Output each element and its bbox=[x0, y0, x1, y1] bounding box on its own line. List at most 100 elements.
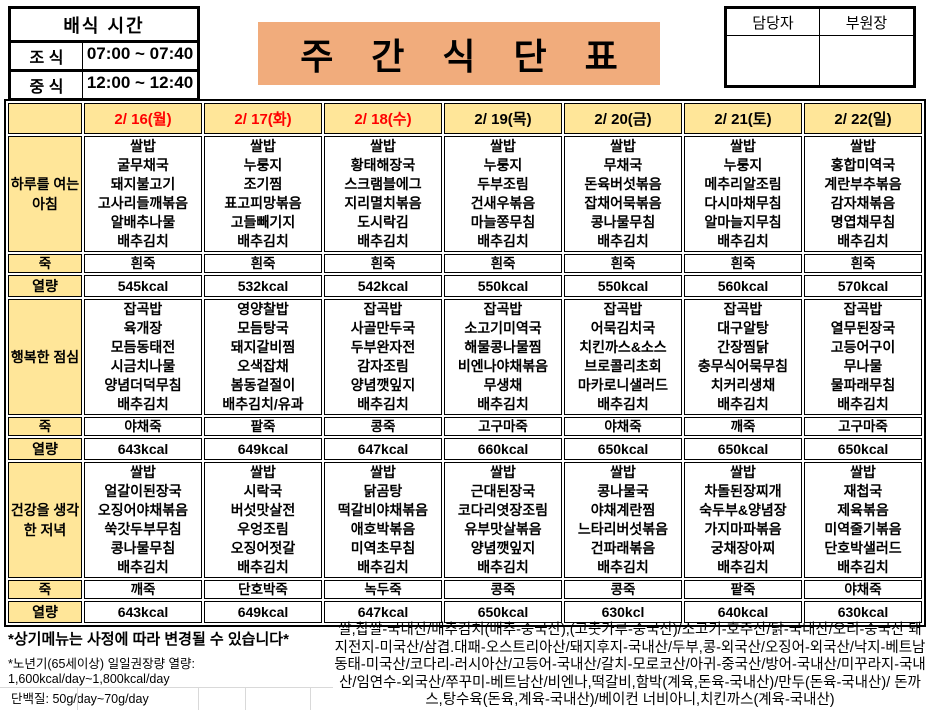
lunch-menu: 영양찰밥 모듬탕국 돼지갈비찜 오색잡채 봄동겉절이 배추김치/유과 bbox=[204, 299, 322, 415]
breakfast-menu: 쌀밥 누룽지 두부조림 건새우볶음 마늘쫑무침 배추김치 bbox=[444, 136, 562, 252]
breakfast-kcal: 560kcal bbox=[684, 275, 802, 297]
dinner-porridge: 녹두죽 bbox=[324, 580, 442, 599]
lunch-kcal: 650kcal bbox=[684, 438, 802, 460]
lunch-kcal: 650kcal bbox=[804, 438, 922, 460]
lunch-porridge: 콩죽 bbox=[324, 417, 442, 436]
meal-time-row-lunch: 중 식 12:00 ~ 12:40 bbox=[11, 72, 197, 101]
dinner-porridge: 콩죽 bbox=[444, 580, 562, 599]
page-title: 주 간 식 단 표 bbox=[258, 22, 660, 85]
breakfast-porridge: 흰죽 bbox=[684, 254, 802, 273]
meal-time-label: 조 식 bbox=[11, 43, 83, 69]
dinner-porridge: 콩죽 bbox=[564, 580, 682, 599]
dinner-menu: 쌀밥 얼갈이된장국 오징어야채볶음 쑥갓두부무침 콩나물무침 배추김치 bbox=[84, 462, 202, 578]
date-header-row: 2/ 16(월) 2/ 17(화) 2/ 18(수) 2/ 19(목) 2/ 2… bbox=[8, 103, 922, 134]
day-header-mon: 2/ 16(월) bbox=[84, 103, 202, 134]
weekly-menu-table: 2/ 16(월) 2/ 17(화) 2/ 18(수) 2/ 19(목) 2/ 2… bbox=[4, 99, 926, 627]
dinner-porridge-row: 죽 깨죽 단호박죽 녹두죽 콩죽 콩죽 팥죽 야채죽 bbox=[8, 580, 922, 599]
footnote-daily-kcal: *노년기(65세이상) 일일권장량 열량: 1,600kcal/day~1,80… bbox=[8, 657, 196, 686]
dinner-kcal: 630kcl bbox=[564, 601, 682, 623]
breakfast-menu: 쌀밥 누룽지 메추리알조림 다시마채무침 알마늘지무침 배추김치 bbox=[684, 136, 802, 252]
day-header-sat: 2/ 21(토) bbox=[684, 103, 802, 134]
breakfast-menu: 쌀밥 홍합미역국 계란부추볶음 감자채볶음 명엽채무침 배추김치 bbox=[804, 136, 922, 252]
dinner-kcal: 650kcal bbox=[444, 601, 562, 623]
lunch-kcal: 643kcal bbox=[84, 438, 202, 460]
breakfast-menu: 쌀밥 황태해장국 스크램블에그 지리멸치볶음 도시락김 배추김치 bbox=[324, 136, 442, 252]
breakfast-menu-row: 하루를 여는 아침 쌀밥 굴무채국 돼지불고기 고사리들깨볶음 알배추나물 배추… bbox=[8, 136, 922, 252]
breakfast-porridge: 흰죽 bbox=[804, 254, 922, 273]
row-label-kcal: 열량 bbox=[8, 438, 82, 460]
approval-signature-cell bbox=[820, 36, 913, 85]
breakfast-porridge: 흰죽 bbox=[84, 254, 202, 273]
row-label-lunch: 행복한 점심 bbox=[8, 299, 82, 415]
dinner-menu: 쌀밥 콩나물국 야채계란찜 느타리버섯볶음 건파래볶음 배추김치 bbox=[564, 462, 682, 578]
dinner-porridge: 단호박죽 bbox=[204, 580, 322, 599]
dinner-menu: 쌀밥 시락국 버섯맛살전 우엉조림 오징어젓갈 배추김치 bbox=[204, 462, 322, 578]
meal-times-title: 배식 시간 bbox=[11, 9, 197, 43]
dinner-kcal: 649kcal bbox=[204, 601, 322, 623]
approval-header-deputy: 부원장 bbox=[820, 9, 913, 36]
breakfast-kcal-row: 열량 545kcal 532kcal 542kcal 550kcal 550kc… bbox=[8, 275, 922, 297]
lunch-kcal: 647kcal bbox=[324, 438, 442, 460]
day-header-thu: 2/ 19(목) bbox=[444, 103, 562, 134]
day-header-tue: 2/ 17(화) bbox=[204, 103, 322, 134]
gridline bbox=[198, 687, 199, 710]
breakfast-kcal: 542kcal bbox=[324, 275, 442, 297]
lunch-menu: 잡곡밥 대구알탕 간장찜닭 충무식어묵무침 치커리생채 배추김치 bbox=[684, 299, 802, 415]
lunch-menu: 잡곡밥 사골만두국 두부완자전 감자조림 양념깻잎지 배추김치 bbox=[324, 299, 442, 415]
lunch-menu: 잡곡밥 어묵김치국 치킨까스&소스 브로콜리초회 마카로니샐러드 배추김치 bbox=[564, 299, 682, 415]
dinner-kcal: 647kcal bbox=[324, 601, 442, 623]
lunch-kcal: 660kcal bbox=[444, 438, 562, 460]
lunch-porridge: 야채죽 bbox=[84, 417, 202, 436]
row-label-dinner: 건강을 생각한 저녁 bbox=[8, 462, 82, 578]
breakfast-porridge: 흰죽 bbox=[444, 254, 562, 273]
dinner-menu: 쌀밥 재첩국 제육볶음 미역줄기볶음 단호박샐러드 배추김치 bbox=[804, 462, 922, 578]
lunch-menu-row: 행복한 점심 잡곡밥 육개장 모듬동태전 시금치나물 양념더덕무침 배추김치 영… bbox=[8, 299, 922, 415]
day-header-fri: 2/ 20(금) bbox=[564, 103, 682, 134]
approval-table: 담당자 부원장 bbox=[724, 6, 916, 88]
approval-signature-cell bbox=[727, 36, 820, 85]
lunch-kcal-row: 열량 643kcal 649kcal 647kcal 660kcal 650kc… bbox=[8, 438, 922, 460]
dinner-porridge: 야채죽 bbox=[804, 580, 922, 599]
dinner-menu-row: 건강을 생각한 저녁 쌀밥 얼갈이된장국 오징어야채볶음 쑥갓두부무침 콩나물무… bbox=[8, 462, 922, 578]
dinner-menu: 쌀밥 근대된장국 코다리엿장조림 유부맛살볶음 양념깻잎지 배추김치 bbox=[444, 462, 562, 578]
gridline bbox=[0, 687, 333, 688]
footnote-daily-protein: 단백질: 50g/day~70g/day bbox=[11, 692, 149, 706]
footnote-change-notice: *상기메뉴는 사정에 따라 변경될 수 있습니다* bbox=[8, 631, 289, 648]
dinner-porridge: 깨죽 bbox=[84, 580, 202, 599]
lunch-kcal: 650kcal bbox=[564, 438, 682, 460]
origin-info: 쌀,찹쌀-국내산/배추김치(배추-중국산),(고춧가루-중국산)/소고기-호주산… bbox=[334, 622, 926, 708]
dinner-kcal: 643kcal bbox=[84, 601, 202, 623]
breakfast-porridge: 흰죽 bbox=[204, 254, 322, 273]
meal-time-row-breakfast: 조 식 07:00 ~ 07:40 bbox=[11, 43, 197, 72]
dinner-porridge: 팥죽 bbox=[684, 580, 802, 599]
meal-time-value: 07:00 ~ 07:40 bbox=[86, 44, 194, 63]
footnotes: *상기메뉴는 사정에 따라 변경될 수 있습니다* *노년기(65세이상) 일일… bbox=[8, 628, 333, 707]
lunch-porridge: 고구마죽 bbox=[804, 417, 922, 436]
row-label-breakfast: 하루를 여는 아침 bbox=[8, 136, 82, 252]
breakfast-menu: 쌀밥 굴무채국 돼지불고기 고사리들깨볶음 알배추나물 배추김치 bbox=[84, 136, 202, 252]
breakfast-kcal: 550kcal bbox=[564, 275, 682, 297]
dinner-kcal: 640kcal bbox=[684, 601, 802, 623]
breakfast-kcal: 545kcal bbox=[84, 275, 202, 297]
dinner-menu: 쌀밥 닭곰탕 떡갈비야채볶음 애호박볶음 미역초무침 배추김치 bbox=[324, 462, 442, 578]
lunch-menu: 잡곡밥 소고기미역국 해물콩나물찜 비엔나야채볶음 무생채 배추김치 bbox=[444, 299, 562, 415]
meal-time-value: 12:00 ~ 12:40 bbox=[86, 73, 194, 92]
row-label-porridge: 죽 bbox=[8, 580, 82, 599]
lunch-kcal: 649kcal bbox=[204, 438, 322, 460]
dinner-menu: 쌀밥 차돌된장찌개 숙두부&양념장 가지마파볶음 궁채장아찌 배추김치 bbox=[684, 462, 802, 578]
lunch-porridge: 팥죽 bbox=[204, 417, 322, 436]
breakfast-porridge-row: 죽 흰죽 흰죽 흰죽 흰죽 흰죽 흰죽 흰죽 bbox=[8, 254, 922, 273]
breakfast-menu: 쌀밥 누룽지 조기찜 표고피망볶음 고들빼기지 배추김치 bbox=[204, 136, 322, 252]
meal-time-label: 중 식 bbox=[11, 72, 83, 98]
gridline bbox=[245, 687, 246, 710]
corner-cell bbox=[8, 103, 82, 134]
breakfast-kcal: 550kcal bbox=[444, 275, 562, 297]
row-label-porridge: 죽 bbox=[8, 417, 82, 436]
lunch-porridge-row: 죽 야채죽 팥죽 콩죽 고구마죽 야채죽 깨죽 고구마죽 bbox=[8, 417, 922, 436]
day-header-sun: 2/ 22(일) bbox=[804, 103, 922, 134]
gridline bbox=[77, 687, 78, 710]
breakfast-porridge: 흰죽 bbox=[564, 254, 682, 273]
dinner-kcal-row: 열량 643kcal 649kcal 647kcal 650kcal 630kc… bbox=[8, 601, 922, 623]
lunch-menu: 잡곡밥 육개장 모듬동태전 시금치나물 양념더덕무침 배추김치 bbox=[84, 299, 202, 415]
day-header-wed: 2/ 18(수) bbox=[324, 103, 442, 134]
